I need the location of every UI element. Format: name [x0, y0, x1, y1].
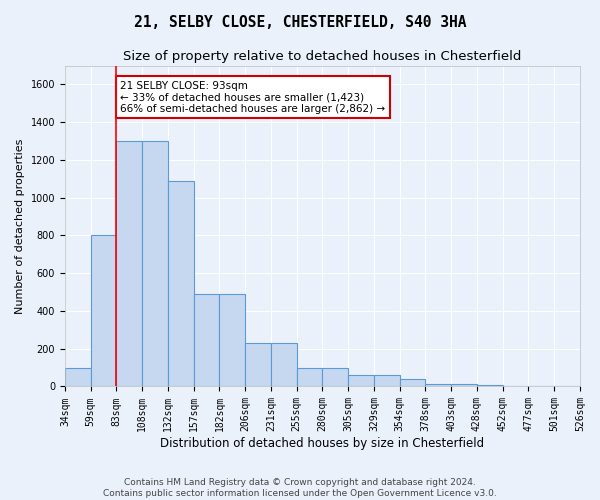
Bar [322, 368, 348, 386]
X-axis label: Distribution of detached houses by size in Chesterfield: Distribution of detached houses by size … [160, 437, 485, 450]
Bar [194, 294, 220, 386]
Y-axis label: Number of detached properties: Number of detached properties [15, 138, 25, 314]
Bar [116, 141, 142, 386]
Text: 21 SELBY CLOSE: 93sqm
← 33% of detached houses are smaller (1,423)
66% of semi-d: 21 SELBY CLOSE: 93sqm ← 33% of detached … [120, 80, 385, 114]
Bar [168, 180, 194, 386]
Bar [220, 294, 245, 386]
Bar [348, 375, 374, 386]
Bar [477, 384, 503, 386]
Bar [425, 384, 451, 386]
Text: Contains HM Land Registry data © Crown copyright and database right 2024.
Contai: Contains HM Land Registry data © Crown c… [103, 478, 497, 498]
Bar [65, 368, 91, 386]
Bar [245, 343, 271, 386]
Bar [400, 379, 425, 386]
Bar [91, 236, 116, 386]
Bar [374, 375, 400, 386]
Bar [142, 141, 168, 386]
Bar [451, 384, 477, 386]
Title: Size of property relative to detached houses in Chesterfield: Size of property relative to detached ho… [123, 50, 521, 63]
Text: 21, SELBY CLOSE, CHESTERFIELD, S40 3HA: 21, SELBY CLOSE, CHESTERFIELD, S40 3HA [134, 15, 466, 30]
Bar [271, 343, 296, 386]
Bar [296, 368, 322, 386]
